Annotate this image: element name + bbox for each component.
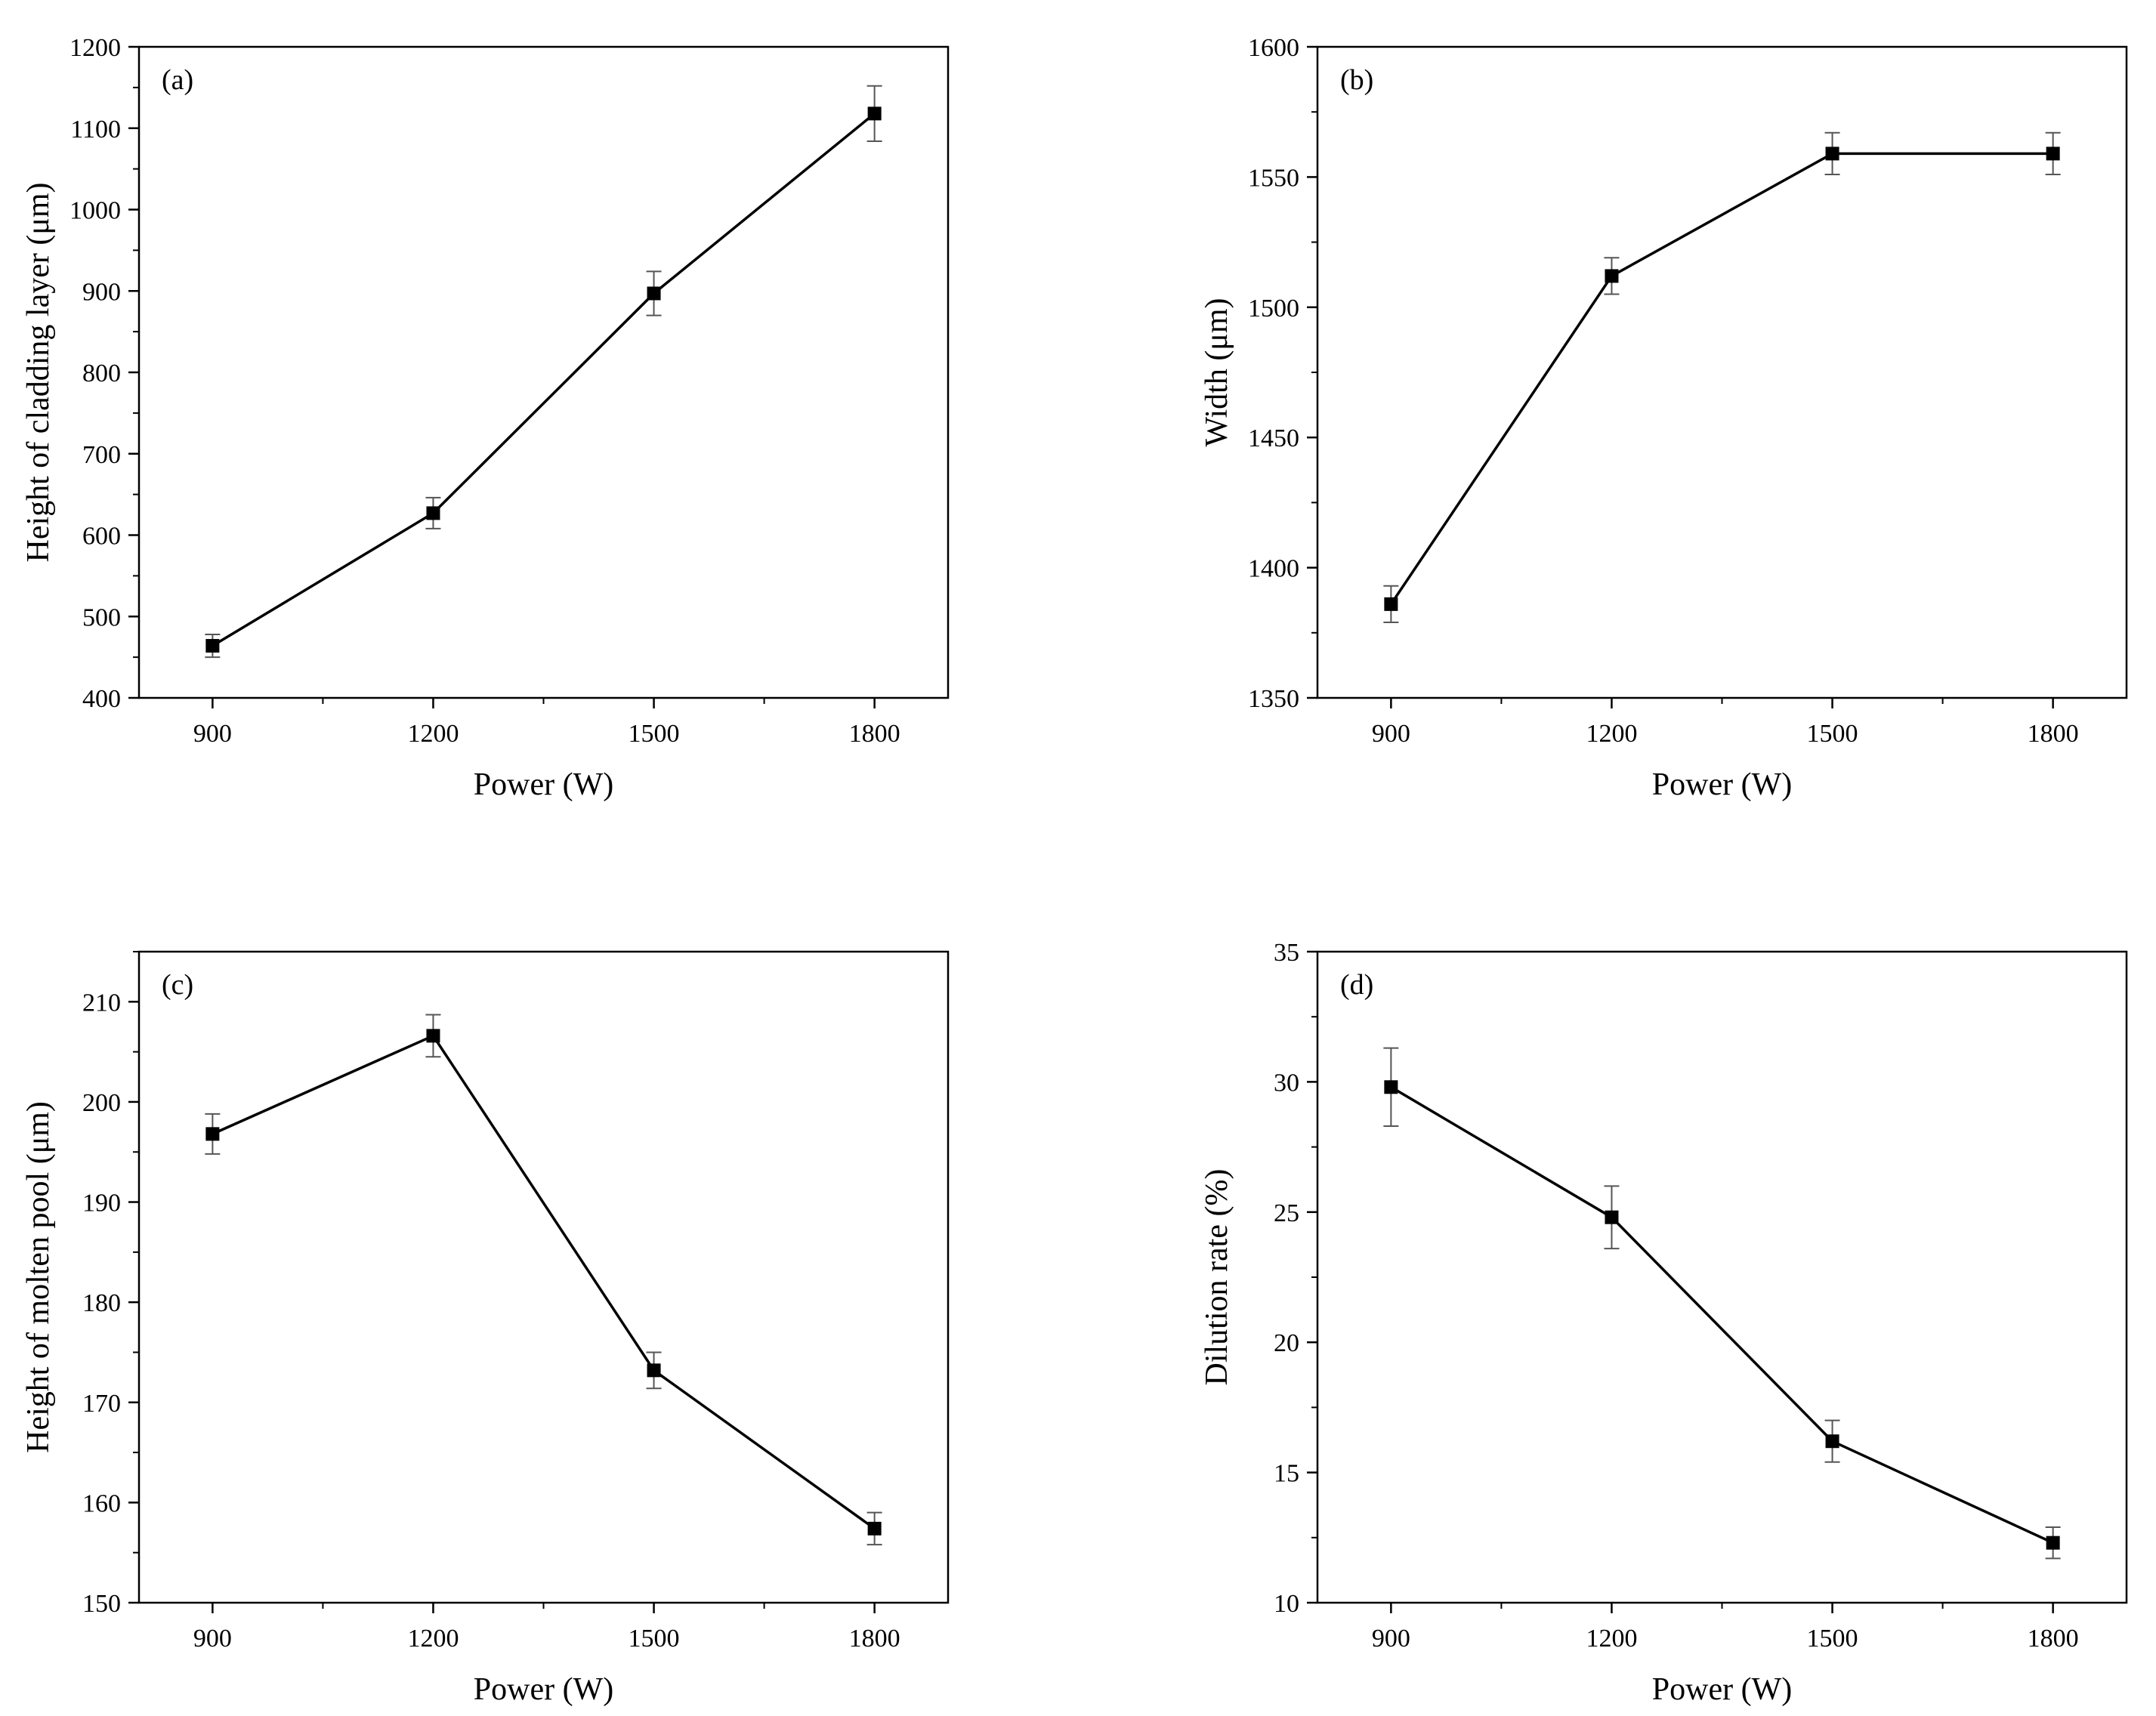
x-tick-label: 900 <box>193 1625 232 1653</box>
y-tick-label: 20 <box>1274 1329 1299 1357</box>
y-tick-label: 1400 <box>1248 555 1299 583</box>
y-tick-label: 170 <box>82 1390 121 1418</box>
series-line <box>1390 1085 2054 1545</box>
x-tick-label: 1200 <box>407 1625 459 1653</box>
y-tick-label: 700 <box>82 441 121 469</box>
y-tick-label: 1000 <box>69 197 121 225</box>
chart-panel-b: 900 1200 1500 1800 1350 1400 1450 1500 1550 1600 P… <box>1200 34 2128 802</box>
x-axis-title: Power (W) <box>1652 1672 1792 1707</box>
y-tick-label: 10 <box>1274 1590 1299 1618</box>
y-tick-label: 600 <box>82 523 121 551</box>
data-point <box>205 639 220 653</box>
y-tick-label: 1100 <box>70 116 121 144</box>
data-point <box>647 286 661 301</box>
panel-label: (b) <box>1340 64 1373 96</box>
data-point <box>1605 269 1619 283</box>
chart-panel-d: 900 1200 1500 1800 10 15 20 25 30 35 Power (W) Dilu… <box>1200 939 2128 1707</box>
data-point <box>426 1029 440 1043</box>
data-point <box>205 1127 220 1141</box>
chart-panel-a: 900 1200 1500 1800 400 500 600 700 800 900 1000 110… <box>21 34 950 802</box>
panel-label: (c) <box>162 969 193 1001</box>
y-tick-label: 1500 <box>1248 295 1299 323</box>
data-point <box>1825 147 1839 161</box>
y-tick-label: 35 <box>1274 939 1299 967</box>
y-tick-label: 210 <box>82 989 121 1017</box>
y-tick-label: 500 <box>82 603 121 631</box>
x-tick-label: 1800 <box>2028 1625 2079 1653</box>
series-line <box>212 1034 876 1530</box>
x-tick-label: 1200 <box>1586 1625 1637 1653</box>
x-tick-label: 900 <box>1372 1625 1410 1653</box>
x-tick-label: 900 <box>193 720 232 748</box>
panel-label: (a) <box>162 64 193 96</box>
x-tick-label: 1800 <box>2028 720 2079 748</box>
y-tick-label: 180 <box>82 1289 121 1317</box>
chart-panel-c: 900 1200 1500 1800 150 160 170 180 190 200 210 Powe… <box>21 950 950 1707</box>
x-tick-label: 1500 <box>629 720 680 748</box>
y-axis-title: Width (μm) <box>1200 298 1234 447</box>
y-tick-label: 190 <box>82 1190 121 1218</box>
data-point <box>1384 597 1398 611</box>
data-point <box>1384 1080 1398 1094</box>
y-tick-label: 25 <box>1274 1199 1299 1227</box>
y-tick-label: 30 <box>1274 1069 1299 1097</box>
y-axis-title: Height of molten pool (μm) <box>21 1101 56 1453</box>
data-point <box>1825 1434 1839 1449</box>
series-line <box>212 112 876 647</box>
y-tick-label: 1550 <box>1248 164 1299 192</box>
x-tick-label: 1800 <box>849 1625 900 1653</box>
y-axis-title: Height of cladding layer (μm) <box>21 182 56 562</box>
y-tick-label: 1200 <box>69 34 121 62</box>
data-point <box>2046 1535 2060 1550</box>
x-tick-label: 1800 <box>849 720 900 748</box>
panel-label: (d) <box>1340 969 1373 1001</box>
data-point <box>647 1363 661 1378</box>
y-tick-label: 150 <box>82 1590 121 1618</box>
data-point <box>867 106 882 121</box>
x-tick-label: 1500 <box>1807 1625 1858 1653</box>
x-tick-label: 1500 <box>629 1625 680 1653</box>
data-point <box>2046 147 2060 161</box>
x-axis-title: Power (W) <box>474 1672 613 1707</box>
y-axis-title: Dilution rate (%) <box>1200 1169 1234 1386</box>
data-point <box>1605 1210 1619 1224</box>
y-tick-label: 200 <box>82 1089 121 1117</box>
y-tick-label: 15 <box>1274 1460 1299 1488</box>
x-tick-label: 1200 <box>407 720 459 748</box>
x-tick-label: 900 <box>1372 720 1410 748</box>
y-tick-label: 1600 <box>1248 34 1299 62</box>
x-tick-label: 1500 <box>1807 720 1858 748</box>
y-tick-label: 900 <box>82 278 121 306</box>
series-line <box>1389 152 2053 605</box>
y-tick-label: 800 <box>82 360 121 387</box>
data-point <box>426 506 440 520</box>
y-tick-label: 400 <box>82 685 121 713</box>
data-point <box>867 1521 882 1535</box>
x-axis-title: Power (W) <box>474 767 613 802</box>
y-tick-label: 1450 <box>1248 424 1299 452</box>
y-tick-label: 1350 <box>1248 685 1299 713</box>
x-tick-label: 1200 <box>1586 720 1637 748</box>
y-tick-label: 160 <box>82 1489 121 1517</box>
x-axis-title: Power (W) <box>1652 767 1792 802</box>
